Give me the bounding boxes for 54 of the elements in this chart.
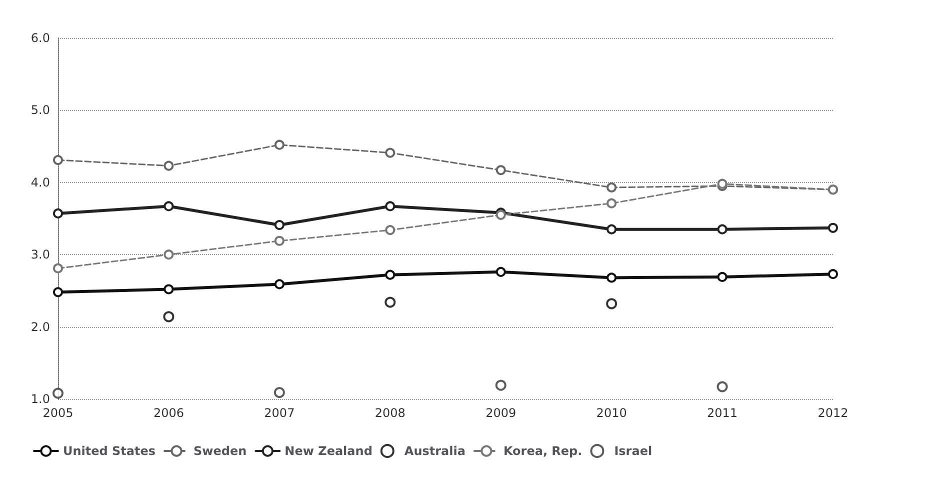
point xyxy=(606,272,617,283)
point xyxy=(385,201,396,212)
point xyxy=(717,178,728,189)
point xyxy=(164,250,174,260)
point xyxy=(385,270,396,280)
point xyxy=(495,380,506,391)
y-tick-label: 6.0 xyxy=(30,31,50,45)
x-tick-label: 2005 xyxy=(42,406,74,420)
point xyxy=(53,287,63,298)
point xyxy=(53,155,63,166)
legend-label: Korea, Rep. xyxy=(503,444,582,458)
legend-label: Sweden xyxy=(194,444,247,458)
point xyxy=(606,224,617,234)
point xyxy=(385,225,396,236)
point xyxy=(274,279,284,290)
point xyxy=(606,198,617,208)
y-tick-label: 1.0 xyxy=(30,392,50,406)
point xyxy=(164,160,174,171)
point xyxy=(163,311,174,322)
point xyxy=(274,236,284,246)
y-tick-label: 5.0 xyxy=(30,103,50,118)
point xyxy=(828,269,838,280)
point xyxy=(606,298,618,310)
point xyxy=(828,222,838,233)
point xyxy=(384,296,396,308)
point xyxy=(496,266,506,277)
legend-label: United States xyxy=(63,444,156,458)
point xyxy=(52,388,64,399)
point xyxy=(717,224,728,234)
x-tick-label: 2007 xyxy=(264,406,295,420)
point xyxy=(164,201,174,212)
point xyxy=(716,381,728,392)
legend-label: New Zealand xyxy=(284,444,372,458)
x-tick-label: 2012 xyxy=(818,406,848,420)
x-tick-label: 2010 xyxy=(596,406,627,420)
point xyxy=(53,263,63,274)
y-tick-label: 4.0 xyxy=(30,175,50,190)
point xyxy=(274,387,285,398)
x-tick-label: 2009 xyxy=(486,406,516,420)
x-tick-label: 2011 xyxy=(707,406,738,420)
point xyxy=(164,284,174,294)
y-tick-label: 2.0 xyxy=(30,320,50,334)
point xyxy=(496,165,506,176)
legend-label: Israel xyxy=(614,444,652,458)
point xyxy=(717,272,728,282)
point xyxy=(53,208,63,218)
x-tick-label: 2006 xyxy=(153,406,184,420)
point xyxy=(385,148,396,158)
point xyxy=(274,140,284,150)
x-tick-label: 2008 xyxy=(374,406,406,420)
point xyxy=(606,182,617,192)
y-tick-label: 3.0 xyxy=(30,248,50,262)
point xyxy=(274,220,284,230)
legend-label: Australia xyxy=(404,444,466,458)
